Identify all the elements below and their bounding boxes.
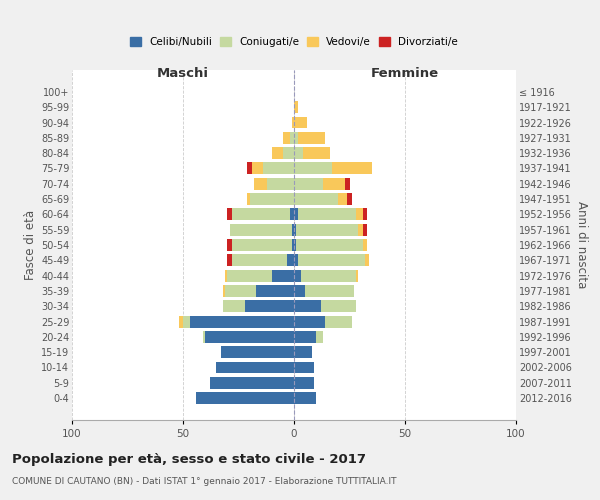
Bar [254, 178, 268, 190]
Bar [247, 193, 250, 205]
Bar [294, 116, 307, 128]
Bar [363, 239, 367, 251]
Text: Popolazione per età, sesso e stato civile - 2017: Popolazione per età, sesso e stato civil… [12, 452, 366, 466]
Bar [303, 147, 329, 159]
Bar [190, 316, 294, 328]
Bar [358, 224, 363, 235]
Legend: Celibi/Nubili, Coniugati/e, Vedovi/e, Divorziati/e: Celibi/Nubili, Coniugati/e, Vedovi/e, Di… [126, 33, 462, 52]
Bar [316, 331, 323, 343]
Bar [223, 300, 245, 312]
Bar [263, 162, 294, 174]
Bar [301, 270, 356, 281]
Bar [298, 254, 365, 266]
Bar [227, 254, 232, 266]
Bar [292, 239, 294, 251]
Bar [217, 362, 294, 374]
Bar [294, 224, 296, 235]
Bar [292, 224, 294, 235]
Bar [225, 270, 227, 281]
Bar [183, 316, 190, 328]
Bar [245, 300, 294, 312]
Bar [272, 270, 294, 281]
Bar [232, 239, 292, 251]
Bar [323, 178, 345, 190]
Bar [283, 147, 294, 159]
Bar [290, 208, 294, 220]
Bar [230, 224, 292, 235]
Bar [294, 101, 298, 113]
Bar [256, 285, 294, 297]
Bar [298, 132, 325, 144]
Bar [227, 270, 272, 281]
Text: Femmine: Femmine [371, 66, 439, 80]
Bar [363, 224, 367, 235]
Bar [252, 162, 263, 174]
Bar [294, 254, 298, 266]
Bar [294, 331, 316, 343]
Bar [365, 254, 370, 266]
Bar [272, 147, 283, 159]
Bar [294, 362, 314, 374]
Bar [227, 208, 232, 220]
Bar [298, 208, 356, 220]
Bar [356, 208, 363, 220]
Bar [294, 178, 323, 190]
Bar [227, 239, 232, 251]
Bar [294, 239, 296, 251]
Bar [294, 392, 316, 404]
Bar [294, 316, 325, 328]
Bar [205, 331, 294, 343]
Bar [196, 392, 294, 404]
Bar [356, 270, 358, 281]
Bar [232, 254, 287, 266]
Y-axis label: Fasce di età: Fasce di età [23, 210, 37, 280]
Bar [296, 224, 358, 235]
Bar [250, 193, 294, 205]
Bar [179, 316, 183, 328]
Bar [290, 132, 294, 144]
Bar [294, 346, 312, 358]
Bar [325, 316, 352, 328]
Bar [223, 285, 225, 297]
Bar [338, 193, 347, 205]
Bar [225, 285, 256, 297]
Bar [287, 254, 294, 266]
Bar [294, 208, 298, 220]
Bar [296, 239, 363, 251]
Bar [305, 285, 354, 297]
Bar [347, 193, 352, 205]
Bar [203, 331, 205, 343]
Bar [320, 300, 356, 312]
Bar [294, 300, 320, 312]
Bar [294, 132, 298, 144]
Bar [294, 377, 314, 389]
Bar [345, 178, 349, 190]
Text: COMUNE DI CAUTANO (BN) - Dati ISTAT 1° gennaio 2017 - Elaborazione TUTTITALIA.IT: COMUNE DI CAUTANO (BN) - Dati ISTAT 1° g… [12, 478, 397, 486]
Bar [294, 147, 303, 159]
Bar [332, 162, 372, 174]
Bar [232, 208, 290, 220]
Bar [292, 116, 294, 128]
Bar [283, 132, 290, 144]
Bar [209, 377, 294, 389]
Bar [294, 162, 332, 174]
Bar [221, 346, 294, 358]
Bar [247, 162, 252, 174]
Bar [363, 208, 367, 220]
Bar [294, 193, 338, 205]
Y-axis label: Anni di nascita: Anni di nascita [575, 202, 589, 288]
Bar [294, 270, 301, 281]
Bar [294, 285, 305, 297]
Text: Maschi: Maschi [157, 66, 209, 80]
Bar [268, 178, 294, 190]
